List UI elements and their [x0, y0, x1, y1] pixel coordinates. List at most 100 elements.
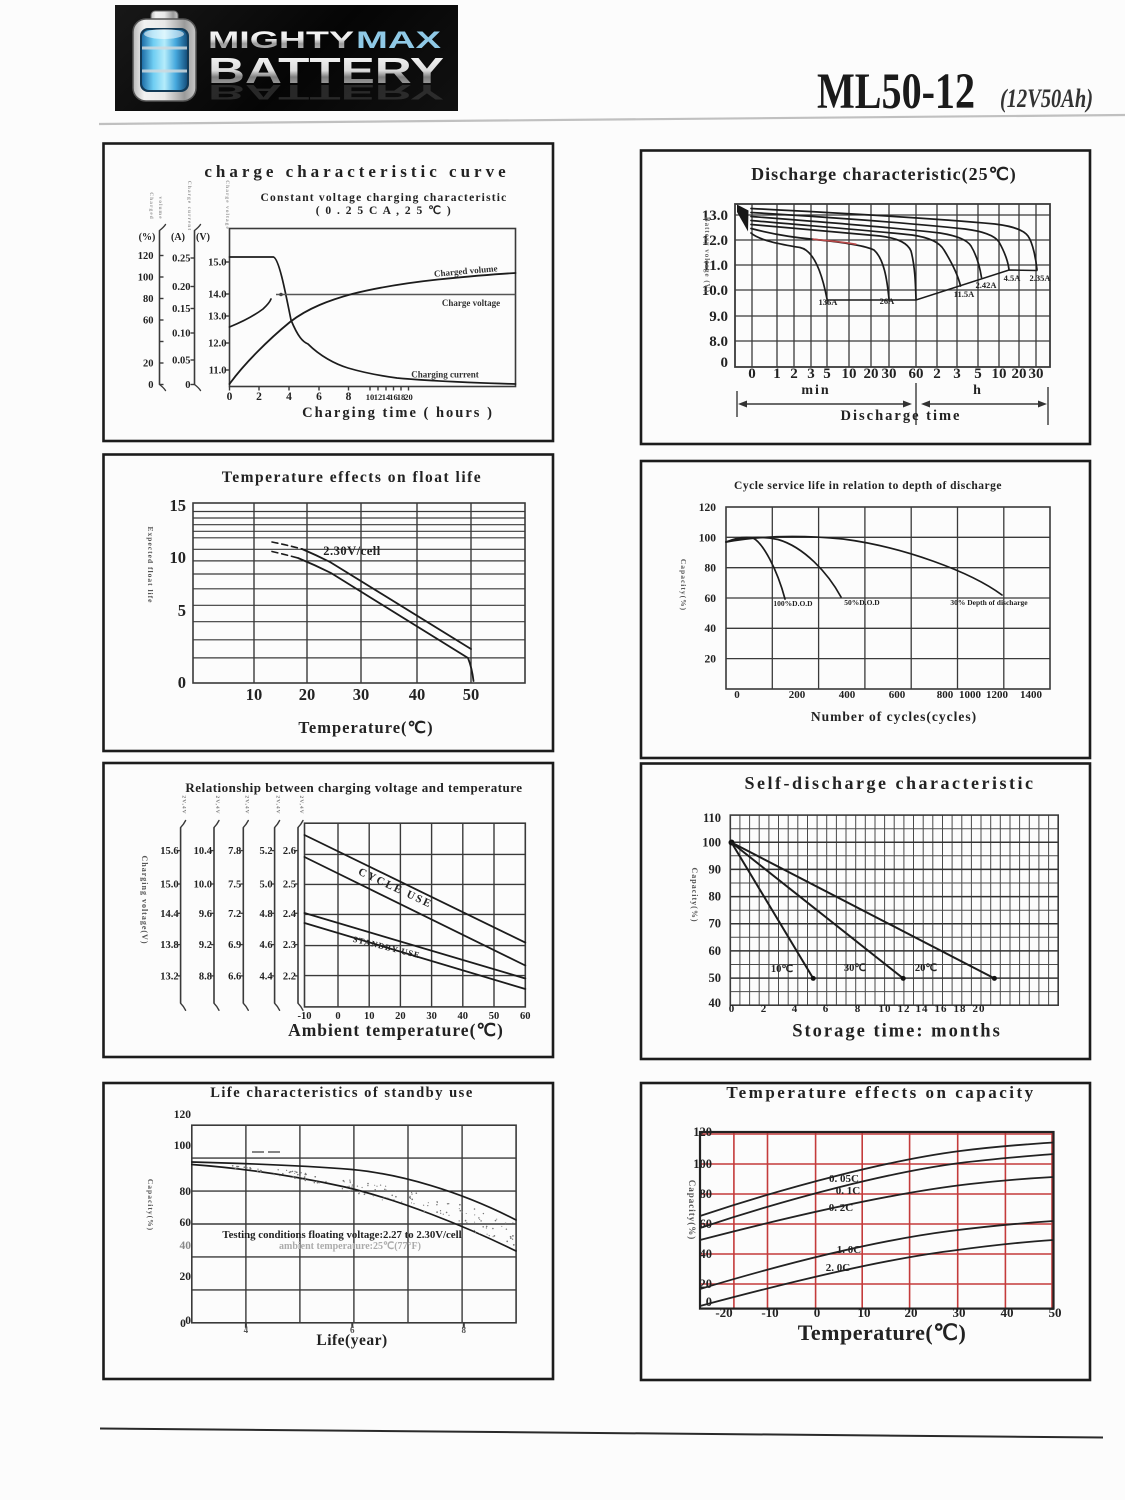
- svg-text:0. 05C: 0. 05C: [829, 1173, 859, 1185]
- svg-text:120: 120: [699, 502, 717, 514]
- svg-text:11.5A: 11.5A: [954, 289, 975, 299]
- svg-text:Discharge time: Discharge time: [840, 408, 961, 424]
- svg-text:5: 5: [974, 366, 982, 382]
- svg-text:14: 14: [916, 1003, 929, 1015]
- svg-text:2V,4V: 2V,4V: [214, 795, 220, 814]
- svg-text:90: 90: [709, 862, 722, 876]
- svg-text:Storage time: months: Storage time: months: [792, 1022, 1002, 1042]
- svg-text:10: 10: [992, 366, 1007, 382]
- svg-text:70: 70: [709, 917, 722, 931]
- svg-text:20: 20: [299, 685, 316, 704]
- svg-text:80: 80: [700, 1187, 713, 1201]
- svg-text:2.30V/cell: 2.30V/cell: [323, 544, 380, 558]
- svg-text:100: 100: [702, 835, 721, 849]
- svg-text:6: 6: [350, 1325, 355, 1335]
- svg-text:Temperature(℃): Temperature(℃): [298, 718, 433, 737]
- svg-text:(A): (A): [171, 232, 185, 243]
- svg-text:Capacity(%): Capacity(%): [679, 559, 688, 611]
- svg-text:0: 0: [721, 355, 729, 371]
- svg-text:0.25: 0.25: [172, 254, 190, 265]
- svg-text:MAX: MAX: [356, 27, 442, 54]
- svg-text:5: 5: [823, 366, 831, 382]
- svg-text:100: 100: [699, 532, 717, 544]
- svg-text:volume: volume: [157, 196, 163, 219]
- svg-text:0: 0: [729, 1003, 736, 1015]
- svg-text:Temperature(℃): Temperature(℃): [798, 1320, 967, 1345]
- svg-text:100: 100: [693, 1157, 712, 1171]
- svg-text:6.6: 6.6: [228, 971, 241, 982]
- svg-text:0: 0: [185, 1315, 191, 1327]
- svg-text:18: 18: [954, 1003, 967, 1015]
- svg-text:1: 1: [773, 366, 781, 382]
- svg-text:7.2: 7.2: [228, 909, 241, 920]
- svg-text:60: 60: [709, 944, 722, 958]
- svg-text:5: 5: [178, 601, 186, 620]
- svg-text:0. 2C: 0. 2C: [829, 1202, 854, 1214]
- svg-text:2.5: 2.5: [283, 880, 296, 891]
- svg-text:40: 40: [705, 623, 717, 635]
- svg-text:30: 30: [1029, 366, 1044, 382]
- svg-text:10: 10: [842, 366, 857, 382]
- svg-text:40: 40: [709, 996, 722, 1010]
- svg-text:6: 6: [823, 1003, 830, 1015]
- svg-text:2: 2: [790, 366, 798, 382]
- svg-text:20℃: 20℃: [915, 962, 938, 974]
- svg-text:2V,4V: 2V,4V: [298, 795, 304, 814]
- svg-text:40: 40: [700, 1247, 713, 1261]
- svg-text:2.3: 2.3: [283, 940, 296, 951]
- svg-text:h: h: [973, 383, 981, 398]
- svg-text:7.5: 7.5: [228, 880, 241, 891]
- svg-text:40: 40: [180, 1240, 192, 1252]
- svg-text:12: 12: [374, 392, 383, 402]
- svg-text:9.2: 9.2: [199, 940, 212, 951]
- svg-text:50: 50: [709, 971, 722, 985]
- svg-text:20: 20: [1012, 366, 1027, 382]
- svg-text:80: 80: [180, 1186, 192, 1198]
- svg-text:Capacity(%): Capacity(%): [146, 1179, 155, 1231]
- svg-text:14.0: 14.0: [208, 290, 226, 301]
- svg-text:100%D.O.D: 100%D.O.D: [773, 599, 813, 608]
- svg-text:18: 18: [397, 392, 406, 402]
- svg-text:4: 4: [286, 391, 292, 403]
- svg-text:80: 80: [709, 890, 722, 904]
- svg-text:2V,4V: 2V,4V: [275, 795, 281, 814]
- svg-text:Life(year): Life(year): [316, 1332, 387, 1349]
- svg-text:10: 10: [858, 1305, 871, 1320]
- svg-text:Temperature effects on capaci: Temperature effects on capacity: [726, 1083, 1035, 1102]
- svg-text:8: 8: [462, 1325, 467, 1335]
- svg-text:10: 10: [246, 685, 263, 704]
- svg-text:1. 0C: 1. 0C: [837, 1244, 862, 1256]
- svg-text:20: 20: [395, 1011, 406, 1022]
- svg-text:50: 50: [463, 685, 480, 704]
- svg-text:4.8: 4.8: [259, 909, 272, 920]
- svg-text:10: 10: [364, 1011, 375, 1022]
- svg-text:min: min: [801, 383, 830, 398]
- svg-text:3: 3: [953, 366, 961, 382]
- svg-text:(12V50Ah): (12V50Ah): [1000, 84, 1093, 113]
- svg-text:120: 120: [693, 1125, 712, 1139]
- svg-text:Cycle service life in relation: Cycle service life in relation to depth …: [734, 480, 1002, 492]
- svg-text:Charged: Charged: [148, 192, 154, 219]
- svg-text:12.0: 12.0: [702, 233, 728, 249]
- svg-text:Charging time ( hours ): Charging time ( hours ): [302, 405, 494, 421]
- svg-text:10.0: 10.0: [194, 880, 212, 891]
- svg-text:30℃: 30℃: [844, 962, 867, 974]
- svg-text:-10: -10: [298, 1011, 312, 1022]
- svg-text:charge characteristic curve: charge characteristic curve: [204, 162, 509, 181]
- svg-text:15.0: 15.0: [208, 258, 226, 269]
- svg-text:8.8: 8.8: [199, 971, 212, 982]
- svg-text:Temperature effects on float l: Temperature effects on float life: [222, 469, 482, 486]
- svg-text:8: 8: [346, 391, 352, 403]
- svg-text:60: 60: [705, 593, 717, 605]
- svg-text:20: 20: [404, 392, 413, 402]
- svg-text:800: 800: [937, 689, 954, 701]
- svg-text:10: 10: [879, 1003, 892, 1015]
- svg-text:20: 20: [180, 1271, 192, 1283]
- svg-text:12: 12: [898, 1003, 911, 1015]
- svg-text:4.4: 4.4: [259, 971, 273, 982]
- svg-text:13.0: 13.0: [208, 312, 226, 323]
- svg-text:2.42A: 2.42A: [975, 280, 997, 290]
- svg-text:4.6: 4.6: [259, 940, 272, 951]
- svg-text:2.35A: 2.35A: [1029, 273, 1051, 283]
- svg-text:16: 16: [389, 392, 398, 402]
